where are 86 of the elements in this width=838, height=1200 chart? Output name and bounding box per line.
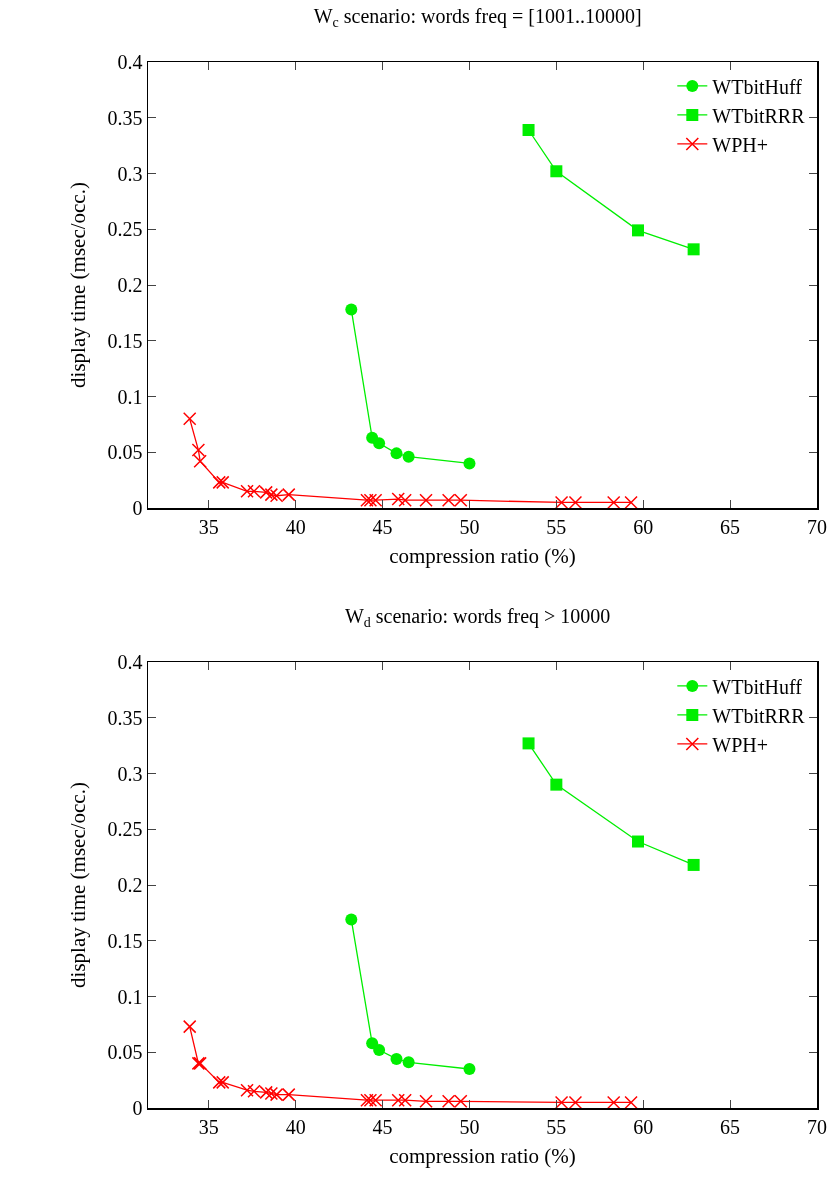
y-tick-label: 0.2 [117, 874, 143, 896]
point [373, 1044, 386, 1057]
x-tick-label: 60 [633, 1115, 654, 1138]
point [522, 124, 535, 137]
x-tick-label: 65 [720, 1115, 741, 1138]
point [390, 1052, 403, 1065]
y-tick-label: 0.25 [107, 818, 143, 841]
point [419, 1094, 433, 1108]
point [398, 1093, 412, 1107]
x-tick-label: 35 [198, 1115, 219, 1138]
y-tick-label: 0.35 [107, 106, 143, 129]
y-tick-label: 0.3 [117, 162, 143, 185]
point [463, 457, 476, 470]
x-axis-title: compression ratio (%) [389, 544, 576, 569]
x-tick-label: 65 [720, 515, 741, 538]
point [215, 1075, 230, 1090]
point [624, 1095, 638, 1108]
y-tick-label: 0.25 [107, 218, 143, 241]
y-axis-title: display time (msec/occ.) [65, 182, 90, 388]
point [606, 495, 621, 508]
y-tick-label: 0 [132, 497, 143, 519]
point [390, 447, 403, 460]
point [191, 443, 206, 457]
y-tick-label: 0.05 [107, 441, 143, 464]
legend-label: WPH+ [712, 133, 769, 156]
point [606, 1095, 621, 1108]
point [345, 303, 358, 316]
point [632, 224, 645, 237]
x-tick-label: 35 [198, 515, 219, 538]
y-tick-label: 0.1 [117, 385, 143, 408]
point [182, 1019, 197, 1034]
point [391, 1093, 405, 1107]
point [624, 495, 638, 508]
y-axis-title: display time (msec/occ.) [65, 782, 90, 988]
x-tick-label: 50 [459, 515, 480, 538]
x-axis-title: compression ratio (%) [389, 1144, 576, 1169]
legend-label: WTbitHuff [712, 675, 803, 698]
point [182, 412, 197, 426]
legend-label: WTbitHuff [712, 75, 803, 98]
x-tick-label: 45 [372, 515, 393, 538]
point [373, 437, 386, 450]
point [391, 492, 405, 506]
legend-label: WTbitRRR [712, 704, 806, 727]
y-tick-label: 0.3 [117, 762, 143, 785]
x-tick-label: 55 [546, 1115, 567, 1138]
y-tick-label: 0.4 [117, 651, 143, 673]
y-tick-label: 0.1 [117, 985, 143, 1008]
x-tick-label: 70 [807, 515, 827, 538]
x-tick-label: 70 [807, 1115, 827, 1138]
point [419, 493, 433, 507]
point [240, 1083, 254, 1097]
y-tick-label: 0.15 [107, 329, 143, 352]
point [345, 913, 358, 926]
point [402, 1056, 415, 1069]
y-tick-label: 0.4 [117, 51, 143, 73]
point [402, 450, 415, 463]
point [463, 1062, 476, 1075]
x-tick-label: 55 [546, 515, 567, 538]
legend-label: WPH+ [712, 733, 769, 756]
y-tick-label: 0 [132, 1097, 143, 1119]
point [550, 165, 563, 178]
chart-title: W$_{d}$ scenario: words freq > 10000 [344, 605, 611, 631]
point [398, 493, 412, 507]
point [215, 475, 230, 490]
y-tick-label: 0.2 [117, 274, 143, 296]
chart-title: W$_{c}$ scenario: words freq = [1001..10000] [313, 5, 642, 31]
point [687, 243, 700, 256]
x-tick-label: 60 [633, 515, 654, 538]
point [212, 1075, 226, 1090]
point [687, 858, 700, 871]
legend-label: WTbitRRR [712, 104, 806, 127]
x-tick-label: 40 [285, 1115, 306, 1138]
point [212, 475, 226, 490]
x-tick-label: 40 [285, 515, 306, 538]
y-tick-label: 0.05 [107, 1041, 143, 1064]
point [264, 1086, 279, 1101]
point [550, 778, 563, 791]
x-tick-label: 45 [372, 1115, 393, 1138]
y-tick-label: 0.35 [107, 706, 143, 729]
point [632, 835, 645, 848]
point [264, 487, 279, 502]
point [522, 737, 535, 750]
x-tick-label: 50 [459, 1115, 480, 1138]
point [193, 454, 207, 468]
point [240, 484, 254, 499]
y-tick-label: 0.15 [107, 929, 143, 952]
